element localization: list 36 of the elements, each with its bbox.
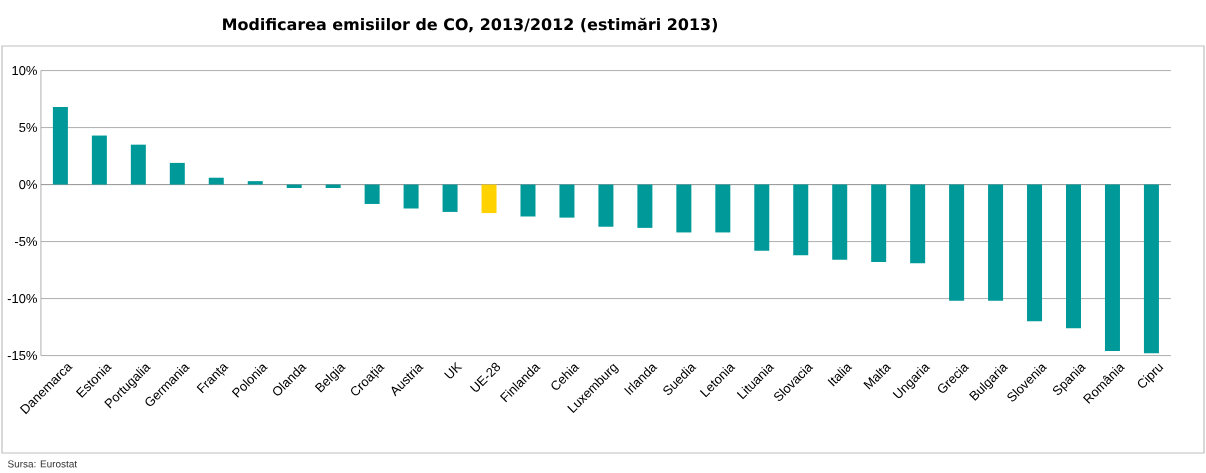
bar	[949, 184, 965, 301]
bar	[481, 184, 497, 214]
bar	[910, 184, 926, 264]
bar	[559, 184, 575, 218]
bar	[637, 184, 653, 228]
bar	[793, 184, 809, 256]
chart-title: Modificarea emisiilor de CO, 2013/2012 (estimări 2013)	[223, 17, 718, 33]
x-tick-label: UK	[444, 361, 463, 379]
bar	[598, 184, 614, 227]
bar	[130, 144, 146, 185]
bar	[169, 162, 185, 185]
bar	[988, 184, 1004, 301]
bar	[520, 184, 536, 217]
bar	[715, 184, 731, 233]
bar	[1066, 184, 1081, 329]
y-tick-label: -15%	[7, 351, 37, 361]
bar	[754, 184, 770, 251]
bar	[208, 177, 224, 185]
bar	[676, 184, 692, 233]
text: Sursa: Eurostat	[7, 460, 78, 468]
bar	[1104, 184, 1120, 351]
y-tick-label: 0%	[19, 179, 37, 190]
bar	[52, 107, 68, 185]
bar	[364, 184, 380, 204]
y-tick-label: 5%	[19, 123, 37, 133]
bar	[1027, 184, 1043, 322]
bar	[247, 181, 263, 185]
bar	[871, 184, 887, 263]
y-tick-label: -10%	[7, 293, 37, 304]
y-tick-label: 10%	[12, 65, 37, 76]
bar	[403, 184, 419, 209]
bar	[832, 184, 848, 260]
bar	[91, 135, 107, 185]
bar	[1143, 184, 1159, 354]
bar	[442, 184, 458, 212]
y-tick-label: -5%	[14, 237, 37, 247]
